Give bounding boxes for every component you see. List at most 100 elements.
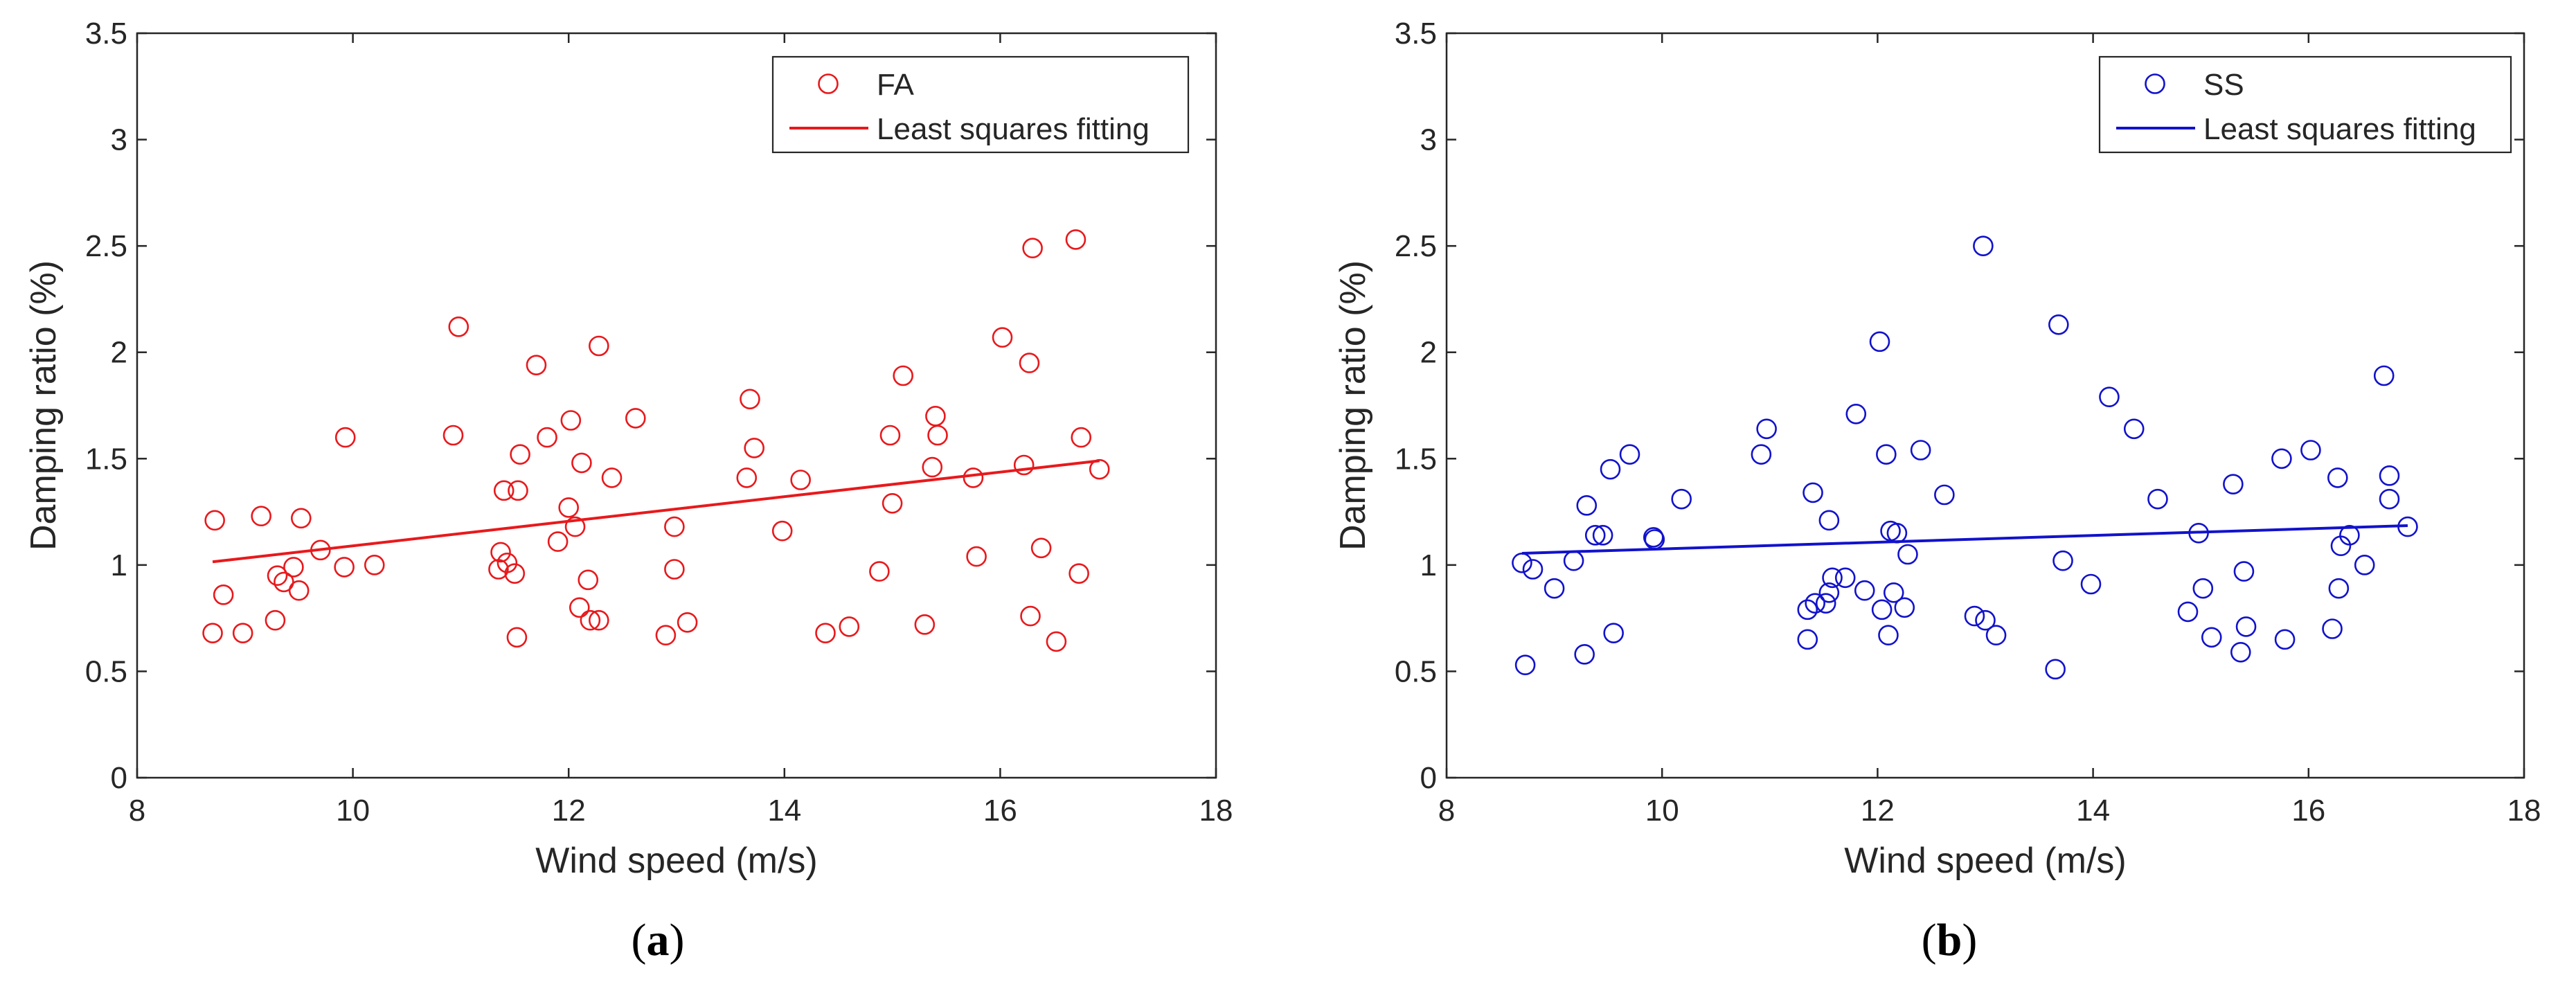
- chart-b-legend-marker: [2145, 73, 2165, 94]
- chart-b-legend-box: [2098, 55, 2512, 154]
- chart-b-data-point: [1876, 444, 1897, 465]
- chart-a-data-point: [560, 410, 582, 431]
- chart-b-data-point: [2327, 467, 2348, 488]
- chart-a-data-point: [927, 425, 948, 446]
- chart-a-data-point: [1071, 427, 1092, 448]
- chart-a-data-point: [790, 470, 811, 490]
- chart-b-ylabel: Damping ratio (%): [1333, 260, 1373, 551]
- caption-b-open: (: [1921, 915, 1937, 965]
- chart-a-data-point: [291, 508, 312, 529]
- chart-a-data-point: [251, 506, 271, 527]
- chart-a-data-point: [288, 580, 310, 601]
- chart-b-ytick-label: 3.5: [1395, 17, 1437, 51]
- chart-a-data-point: [601, 467, 623, 488]
- chart-a-data-point: [664, 559, 685, 580]
- chart-a-data-point: [448, 316, 469, 337]
- chart-b-data-point: [2147, 488, 2168, 510]
- chart-panel-a: 8 10 12 14 16 18 0 0.5 1 1.5 2 2.5 3 3.5 Wind speed (m…: [24, 17, 1233, 967]
- chart-a-ytick-label: 0.5: [85, 654, 127, 688]
- chart-b-data-point: [1512, 552, 1532, 573]
- chart-a-data-point: [204, 510, 225, 531]
- chart-a: 8 10 12 14 16 18 0 0.5 1 1.5 2 2.5 3 3.5 Wind speed (m…: [24, 17, 1233, 881]
- chart-b-data-point: [1522, 559, 1544, 580]
- chart-a-data-point: [664, 516, 685, 537]
- chart-a-data-point: [736, 467, 758, 488]
- chart-a-data-point: [589, 609, 609, 631]
- chart-a-data-point: [202, 623, 223, 643]
- chart-a-data-point: [839, 616, 860, 637]
- chart-a-xtick-label: 10: [336, 794, 370, 828]
- chart-b-data-point: [2045, 659, 2066, 680]
- caption-b-close: ): [1962, 915, 1978, 965]
- chart-a-data-point: [508, 480, 528, 501]
- caption-b: (b): [1845, 914, 2053, 967]
- chart-a-xlabel: Wind speed (m/s): [535, 841, 817, 881]
- chart-b-fit-line: [1521, 524, 2408, 555]
- chart-b-ytick-label: 1: [1420, 548, 1437, 582]
- chart-b-data-point: [1544, 578, 1565, 599]
- chart-a-data-point: [510, 444, 530, 465]
- chart-panel-b: 8 10 12 14 16 18 0 0.5 1 1.5 2 2.5 3 3.5 Wind speed (m…: [1288, 0, 2576, 991]
- chart-b-data-point: [2123, 418, 2145, 440]
- chart-a-ytick-label: 2.5: [85, 229, 127, 263]
- chart-b-xtick-label: 10: [1645, 794, 1679, 828]
- chart-a-ytick-label: 1: [111, 548, 127, 582]
- chart-a-legend-label-markers: FA: [877, 68, 914, 102]
- chart-b-data-point: [2201, 627, 2222, 648]
- chart-a-data-point: [1046, 631, 1067, 652]
- chart-b-data-point: [1894, 597, 1915, 618]
- chart-b-data-point: [1964, 605, 1985, 627]
- chart-b-data-point: [1845, 403, 1867, 425]
- chart-a-ytick-label: 0: [111, 761, 127, 795]
- chart-b-data-point: [1805, 593, 1825, 614]
- chart-a-data-point: [815, 623, 836, 643]
- chart-a-fit-line: [212, 459, 1100, 564]
- caption-b-letter: b: [1936, 915, 1962, 965]
- chart-b-data-point: [1603, 623, 1624, 643]
- chart-a-data-point: [1030, 537, 1052, 559]
- chart-a-data-point: [232, 623, 253, 643]
- chart-b-xtick-label: 18: [2507, 794, 2541, 828]
- caption-a-open: (: [631, 915, 647, 965]
- caption-a-close: ): [669, 915, 685, 965]
- chart-b-data-point: [2235, 616, 2257, 637]
- chart-b-ytick-label: 2.5: [1395, 229, 1437, 263]
- chart-a-data-point: [740, 389, 760, 410]
- caption-a: (a): [554, 914, 762, 967]
- chart-a-xtick-label: 18: [1199, 794, 1233, 828]
- chart-a-ytick-label: 3: [111, 123, 127, 157]
- chart-a-data-point: [869, 561, 890, 582]
- chart-a-data-point: [882, 492, 903, 514]
- chart-b-data-point: [1818, 510, 1840, 531]
- chart-b-data-point: [2373, 365, 2395, 386]
- chart-b-data-point: [2080, 573, 2102, 595]
- chart-a-data-point: [992, 327, 1013, 348]
- chart-a-data-point: [771, 520, 793, 542]
- chart-a-data-point: [879, 425, 901, 446]
- chart-b-xtick-label: 16: [2291, 794, 2325, 828]
- chart-a-data-point: [1019, 352, 1040, 373]
- chart-b-data-point: [1815, 593, 1836, 614]
- chart-a-data-point: [213, 584, 234, 605]
- chart-b-data-point: [1751, 444, 1772, 465]
- chart-b-data-point: [2099, 386, 2120, 408]
- chart-b-data-point: [1514, 654, 1536, 676]
- chart-b-data-point: [1878, 625, 1899, 646]
- chart-b-data-point: [1576, 495, 1598, 516]
- chart-b-data-point: [2233, 561, 2255, 582]
- chart-b-data-point: [1910, 440, 1931, 461]
- chart-a-data-point: [1068, 563, 1089, 584]
- chart-a-data-point: [625, 408, 646, 429]
- chart-a-data-point: [504, 563, 526, 584]
- chart-b-ytick-label: 3: [1420, 123, 1437, 157]
- chart-b-ytick-label: 0: [1420, 761, 1437, 795]
- chart-a-legend-box: [771, 55, 1190, 154]
- chart-a-data-point: [1022, 238, 1043, 259]
- chart-b-data-point: [2271, 448, 2292, 470]
- chart-b-legend-label-markers: SS: [2203, 68, 2244, 102]
- chart-a-ytick-label: 2: [111, 336, 127, 370]
- chart-b-data-point: [1934, 484, 1955, 506]
- chart-a-data-point: [922, 456, 943, 478]
- chart-b-data-point: [1822, 567, 1843, 589]
- chart-b-data-point: [2379, 488, 2400, 510]
